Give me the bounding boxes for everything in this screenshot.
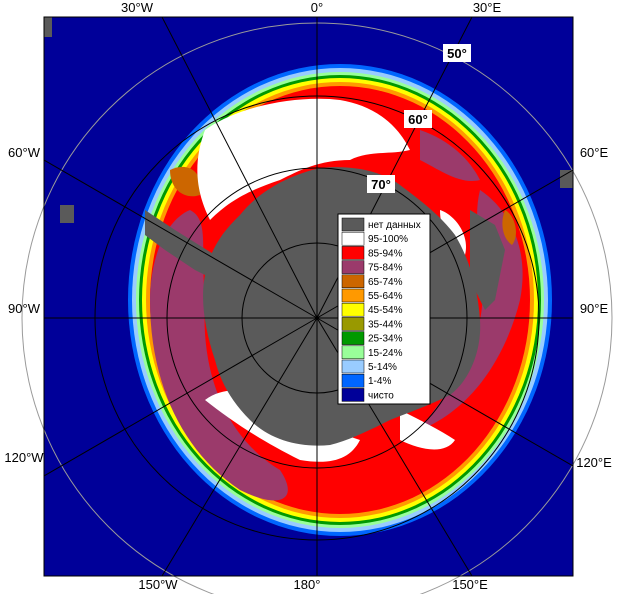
legend-swatch xyxy=(341,274,365,289)
latitude-label-bg xyxy=(404,110,432,128)
legend-swatch xyxy=(341,373,365,388)
legend-label: 5-14% xyxy=(368,362,397,373)
longitude-label: 30°W xyxy=(121,0,154,15)
ice-patch-95-100 xyxy=(400,410,455,450)
land-fragment xyxy=(60,205,74,223)
legend-swatch xyxy=(341,345,365,360)
longitude-label: 90°E xyxy=(580,301,609,316)
legend-swatch xyxy=(341,217,365,232)
land-fragment xyxy=(44,17,52,37)
longitude-label: 30°E xyxy=(473,0,502,15)
latitude-label: 50° xyxy=(447,46,467,61)
legend-label: 75-84% xyxy=(368,263,403,274)
legend-label: 25-34% xyxy=(368,334,403,345)
latitude-label-bg xyxy=(443,44,471,62)
legend: нет данных 95-100% 85-94% 75-84% 65-74% 55-64… xyxy=(337,213,431,405)
legend-label: нет данных xyxy=(368,220,421,231)
ice-shelf-land xyxy=(470,210,505,310)
latitude-label-bg xyxy=(367,175,395,193)
legend-swatch xyxy=(341,317,365,331)
legend-label: 35-44% xyxy=(368,319,403,330)
longitude-label: 120°E xyxy=(576,455,612,470)
legend-swatch xyxy=(341,260,365,274)
antarctic-peninsula xyxy=(145,210,235,285)
legend-label: 15-24% xyxy=(368,348,403,359)
map-frame xyxy=(43,16,574,577)
latitude-label: 60° xyxy=(408,112,428,127)
longitude-label: 90°W xyxy=(8,301,41,316)
longitude-label: 150°W xyxy=(138,577,178,592)
legend-swatch xyxy=(341,246,365,260)
latitude-label: 70° xyxy=(371,177,391,192)
longitude-label: 0° xyxy=(311,0,323,15)
ice-patch-65-74 xyxy=(170,166,201,197)
legend-swatch xyxy=(341,231,365,246)
legend-swatch xyxy=(341,288,365,303)
legend-swatch xyxy=(341,302,365,317)
ice-patch-75-84 xyxy=(420,130,480,181)
legend-swatch xyxy=(341,388,365,402)
land-fragment xyxy=(560,170,573,188)
ice-patch-75-84 xyxy=(150,210,288,501)
longitude-label: 150°E xyxy=(452,577,488,592)
legend-label: 85-94% xyxy=(368,248,403,259)
longitude-label: 60°W xyxy=(8,145,41,160)
legend-swatch xyxy=(341,331,365,345)
longitude-label: 120°W xyxy=(4,450,44,465)
legend-label: 45-54% xyxy=(368,305,403,316)
legend-label: 95-100% xyxy=(368,234,408,245)
legend-label: чисто xyxy=(368,390,394,401)
ice-patch-65-74 xyxy=(502,210,516,245)
legend-label: 65-74% xyxy=(368,277,403,288)
longitude-label: 180° xyxy=(294,577,321,592)
legend-swatch xyxy=(341,359,365,374)
legend-label: 55-64% xyxy=(368,291,403,302)
longitude-label: 60°E xyxy=(580,145,609,160)
legend-label: 1-4% xyxy=(368,376,391,387)
